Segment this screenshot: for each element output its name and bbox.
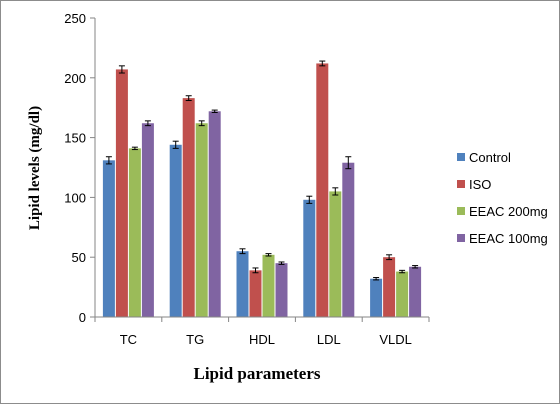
legend-swatch — [457, 207, 465, 215]
y-tick-label: 250 — [64, 11, 86, 26]
bar — [115, 69, 128, 317]
bar — [141, 123, 154, 317]
y-axis-label: Lipid levels (mg/dl) — [27, 106, 43, 230]
y-tick-label: 150 — [64, 131, 86, 146]
x-tick-label: HDL — [249, 332, 275, 347]
x-tick-label: TG — [186, 332, 204, 347]
legend-label: ISO — [469, 177, 491, 192]
bar — [275, 263, 288, 317]
bar — [342, 162, 355, 317]
bar — [236, 251, 249, 317]
legend-label: EEAC 100mg — [469, 231, 548, 246]
bar — [329, 191, 342, 317]
x-tick-label: TC — [120, 332, 137, 347]
bar — [249, 270, 262, 317]
y-tick-label: 200 — [64, 71, 86, 86]
x-tick-label: VLDL — [379, 332, 412, 347]
bar — [396, 271, 409, 317]
bar — [370, 278, 383, 317]
y-tick-label: 50 — [72, 250, 86, 265]
bar — [262, 254, 275, 317]
legend-label: Control — [469, 150, 511, 165]
bar — [182, 98, 195, 317]
y-axis-ticks: 0 50 100 150 200 250 — [64, 11, 95, 325]
x-tick-label: LDL — [317, 332, 341, 347]
bar — [102, 160, 115, 317]
legend-label: EEAC 200mg — [469, 204, 548, 219]
x-axis-label: Lipid parameters — [193, 364, 320, 383]
y-tick-label: 0 — [79, 310, 86, 325]
bar — [303, 199, 316, 317]
bars-group — [102, 63, 422, 318]
bar — [208, 111, 221, 318]
legend-swatch — [457, 153, 465, 161]
legend-swatch — [457, 180, 465, 188]
y-tick-label: 100 — [64, 190, 86, 205]
x-axis-ticks: TC TG HDL LDL VLDL — [94, 317, 430, 347]
bar — [409, 266, 422, 317]
bar — [383, 257, 396, 317]
legend: Control ISO EEAC 200mg EEAC 100mg — [457, 150, 548, 246]
bar — [169, 144, 182, 317]
bar — [316, 63, 329, 318]
bar — [195, 123, 208, 317]
bar — [128, 148, 141, 317]
error-bars-group — [105, 60, 419, 281]
legend-swatch — [457, 234, 465, 242]
